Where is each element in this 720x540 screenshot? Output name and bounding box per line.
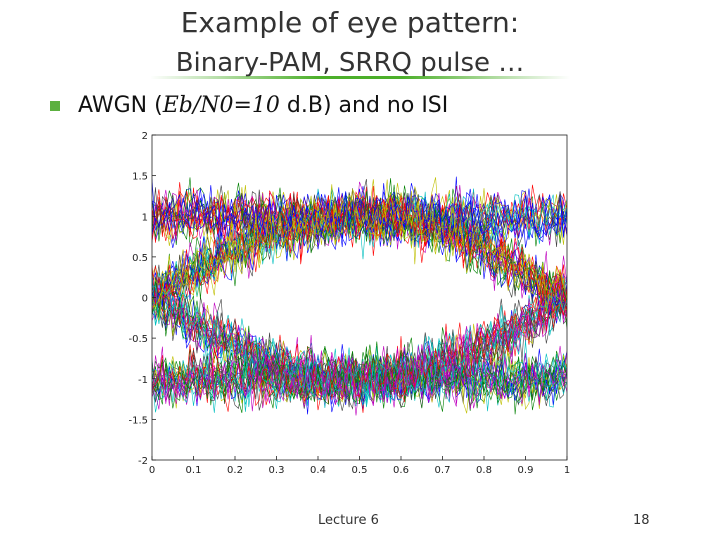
x-tick-label: 0.3 [269, 465, 285, 476]
eye-trace [152, 283, 567, 416]
y-tick-label: 2 [142, 131, 148, 142]
bullet-text: AWGN (Eb/N0=10 d.B) and no ISI [78, 93, 448, 118]
page-number: 18 [633, 513, 650, 528]
y-tick-label: 0.5 [132, 253, 148, 264]
eye-trace [152, 346, 567, 410]
x-tick-label: 0 [149, 465, 155, 476]
eye-trace [152, 179, 567, 248]
eye-trace [152, 295, 567, 408]
eye-trace [152, 187, 567, 304]
x-tick-label: 0.4 [310, 465, 326, 476]
x-tick-label: 0.7 [435, 465, 451, 476]
y-tick-label: 1.5 [132, 172, 148, 183]
x-tick-label: 0.1 [186, 465, 202, 476]
x-tick-label: 0.9 [518, 465, 534, 476]
eye-trace [152, 195, 567, 314]
x-tick-label: 0.5 [352, 465, 368, 476]
eye-trace [152, 187, 567, 315]
eye-trace [152, 188, 567, 315]
title-rule [150, 76, 570, 79]
y-tick-label: -2 [138, 456, 148, 467]
eye-trace [152, 349, 567, 409]
y-tick-label: -1.5 [128, 415, 148, 426]
eye-trace [152, 279, 567, 409]
footer-label: Lecture 6 [318, 513, 379, 528]
bullet-suffix: d.B) and no ISI [279, 93, 449, 118]
slide-subtitle: Binary-PAM, SRRQ pulse … [175, 48, 525, 78]
y-tick-label: 1 [142, 212, 148, 223]
x-tick-label: 0.2 [227, 465, 243, 476]
y-tick-label: -0.5 [128, 334, 148, 345]
bullet-marker [50, 101, 60, 111]
bullet-math: Eb/N0=10 [162, 93, 280, 118]
eye-trace [152, 187, 567, 311]
eye-trace [152, 179, 567, 248]
x-tick-label: 0.8 [476, 465, 492, 476]
slide-title: Example of eye pattern: [180, 6, 520, 39]
x-tick-label: 0.6 [393, 465, 409, 476]
eye-trace [152, 344, 567, 412]
bullet-prefix: AWGN ( [78, 93, 163, 118]
eye-trace [152, 198, 567, 315]
y-tick-label: -1 [138, 375, 148, 386]
eye-traces [152, 176, 567, 416]
x-tick-label: 1 [564, 465, 570, 476]
y-tick-label: 0 [142, 294, 148, 305]
eye-trace [152, 184, 567, 312]
